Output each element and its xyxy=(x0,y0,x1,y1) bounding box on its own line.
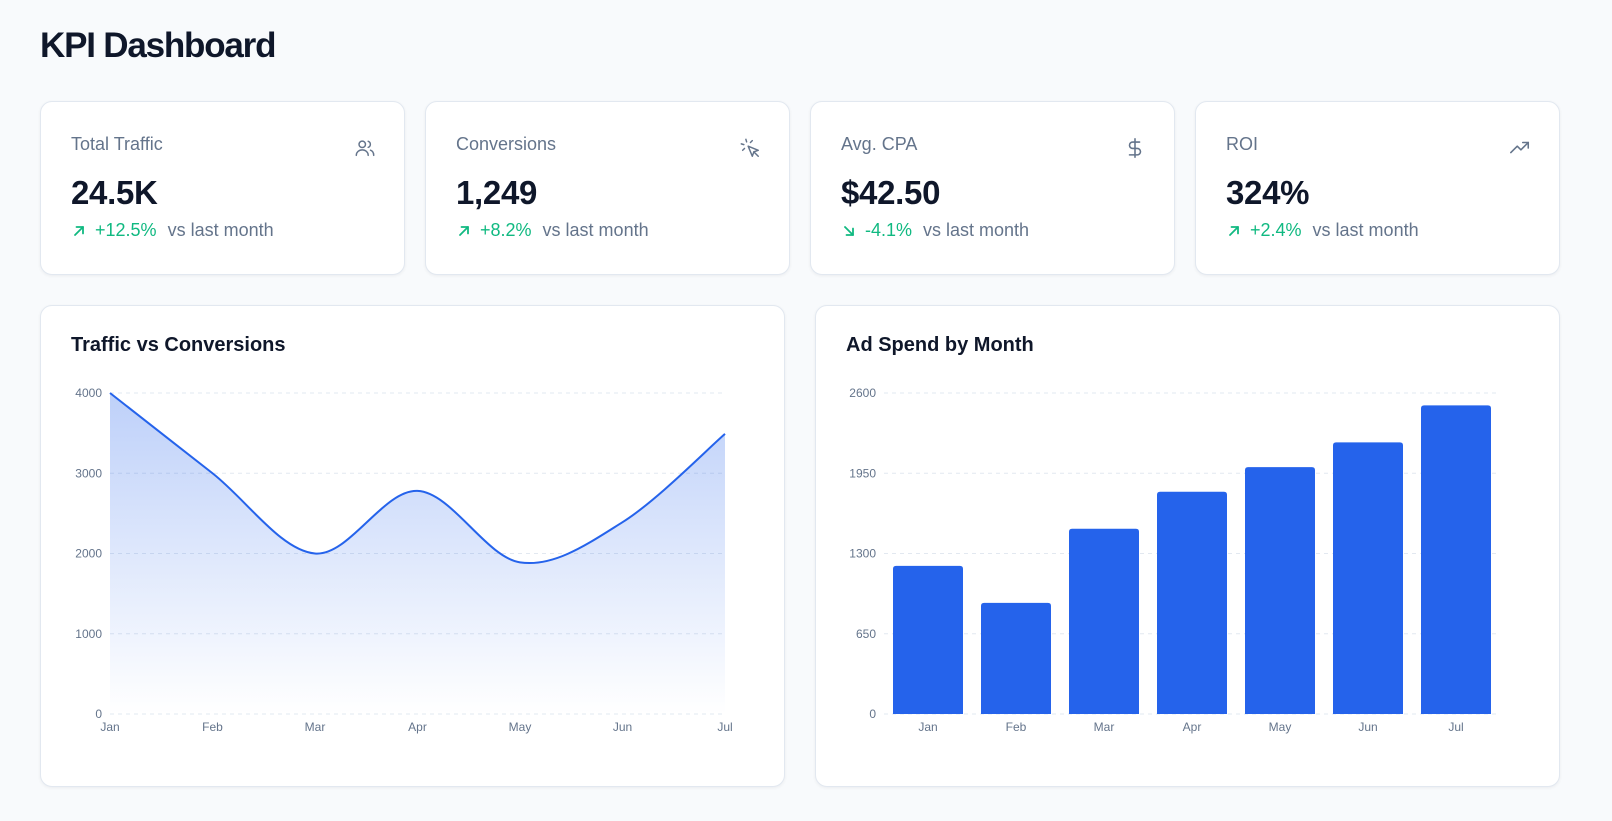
bar xyxy=(1245,467,1315,714)
bar xyxy=(1157,491,1227,714)
ad-spend-bar-chart: 0 650 1300 1950 2600 Jan Feb Mar Apr May Jun Jul xyxy=(849,386,1500,734)
users-icon xyxy=(354,137,376,159)
kpi-card-roi: ROI 324% +2.4% vs last month xyxy=(1195,101,1560,275)
page-title: KPI Dashboard xyxy=(40,26,276,65)
x-tick-label: Jul xyxy=(717,720,732,734)
kpi-delta: +8.2% vs last month xyxy=(456,220,649,241)
x-tick-label: Jun xyxy=(1358,720,1377,734)
y-tick-label: 1300 xyxy=(849,547,876,561)
bar xyxy=(1069,528,1139,714)
kpi-label: Conversions xyxy=(456,134,557,154)
kpi-value: 24.5K xyxy=(71,174,158,211)
trending-up-icon xyxy=(1509,137,1531,159)
y-tick-label: 0 xyxy=(869,707,876,721)
x-tick-label: Jan xyxy=(100,720,119,734)
kpi-value: 324% xyxy=(1226,174,1310,211)
x-tick-label: Apr xyxy=(408,720,427,734)
kpi-change: +12.5% xyxy=(95,220,157,240)
chart-title: Traffic vs Conversions xyxy=(71,334,286,356)
y-tick-label: 2600 xyxy=(849,386,876,400)
kpi-note: vs last month xyxy=(542,220,649,240)
arrow-down-right-icon xyxy=(841,223,857,239)
y-tick-label: 4000 xyxy=(75,386,102,400)
kpi-card-conversions: Conversions 1,249 +8.2% vs last month xyxy=(425,101,790,275)
kpi-change: +2.4% xyxy=(1250,220,1302,240)
x-tick-label: Mar xyxy=(305,720,326,734)
y-tick-label: 1950 xyxy=(849,466,876,480)
x-tick-label: Apr xyxy=(1183,720,1202,734)
kpi-delta: +12.5% vs last month xyxy=(71,220,274,241)
bar xyxy=(893,565,963,714)
x-tick-label: Jan xyxy=(918,720,937,734)
arrow-up-right-icon xyxy=(456,223,472,239)
kpi-label: Total Traffic xyxy=(71,134,163,154)
arrow-up-right-icon xyxy=(71,223,87,239)
kpi-delta: -4.1% vs last month xyxy=(841,220,1029,241)
dollar-icon xyxy=(1124,137,1146,159)
chart-title: Ad Spend by Month xyxy=(846,334,1034,356)
bar xyxy=(1421,405,1491,714)
traffic-area-fill xyxy=(110,393,725,714)
kpi-change: -4.1% xyxy=(865,220,913,240)
kpi-note: vs last month xyxy=(167,220,274,240)
ad-spend-chart-card: 0 650 1300 1950 2600 Jan Feb Mar Apr May Jun Jul Ad… xyxy=(815,305,1560,787)
y-tick-label: 650 xyxy=(856,627,876,641)
bar xyxy=(1333,442,1403,714)
y-tick-label: 2000 xyxy=(75,547,102,561)
bar xyxy=(981,602,1051,714)
traffic-area-chart: 0 1000 2000 3000 4000 Jan Feb Mar Apr May Jun Jul xyxy=(75,386,732,734)
x-tick-label: Jun xyxy=(613,720,632,734)
kpi-delta: +2.4% vs last month xyxy=(1226,220,1419,241)
kpi-card-avg-cpa: Avg. CPA $42.50 -4.1% vs last month xyxy=(810,101,1175,275)
kpi-value: 1,249 xyxy=(456,174,538,211)
y-tick-label: 3000 xyxy=(75,466,102,480)
y-tick-label: 1000 xyxy=(75,627,102,641)
x-tick-label: May xyxy=(509,720,532,734)
kpi-note: vs last month xyxy=(923,220,1030,240)
arrow-up-right-icon xyxy=(1226,223,1242,239)
kpi-change: +8.2% xyxy=(480,220,532,240)
x-tick-label: Mar xyxy=(1094,720,1115,734)
x-tick-label: Jul xyxy=(1448,720,1463,734)
traffic-series-line xyxy=(109,392,726,565)
kpi-note: vs last month xyxy=(1312,220,1419,240)
y-tick-label: 0 xyxy=(95,707,102,721)
kpi-label: ROI xyxy=(1226,134,1259,154)
x-tick-label: Feb xyxy=(202,720,223,734)
traffic-chart-card: 0 1000 2000 3000 4000 Jan Feb Mar Apr May Jun Jul T… xyxy=(40,305,785,787)
kpi-value: $42.50 xyxy=(841,174,941,211)
kpi-label: Avg. CPA xyxy=(841,134,918,154)
cursor-click-icon xyxy=(739,137,761,159)
x-tick-label: Feb xyxy=(1006,720,1027,734)
kpi-card-total-traffic: Total Traffic 24.5K +12.5% vs last month xyxy=(40,101,405,275)
x-tick-label: May xyxy=(1269,720,1292,734)
